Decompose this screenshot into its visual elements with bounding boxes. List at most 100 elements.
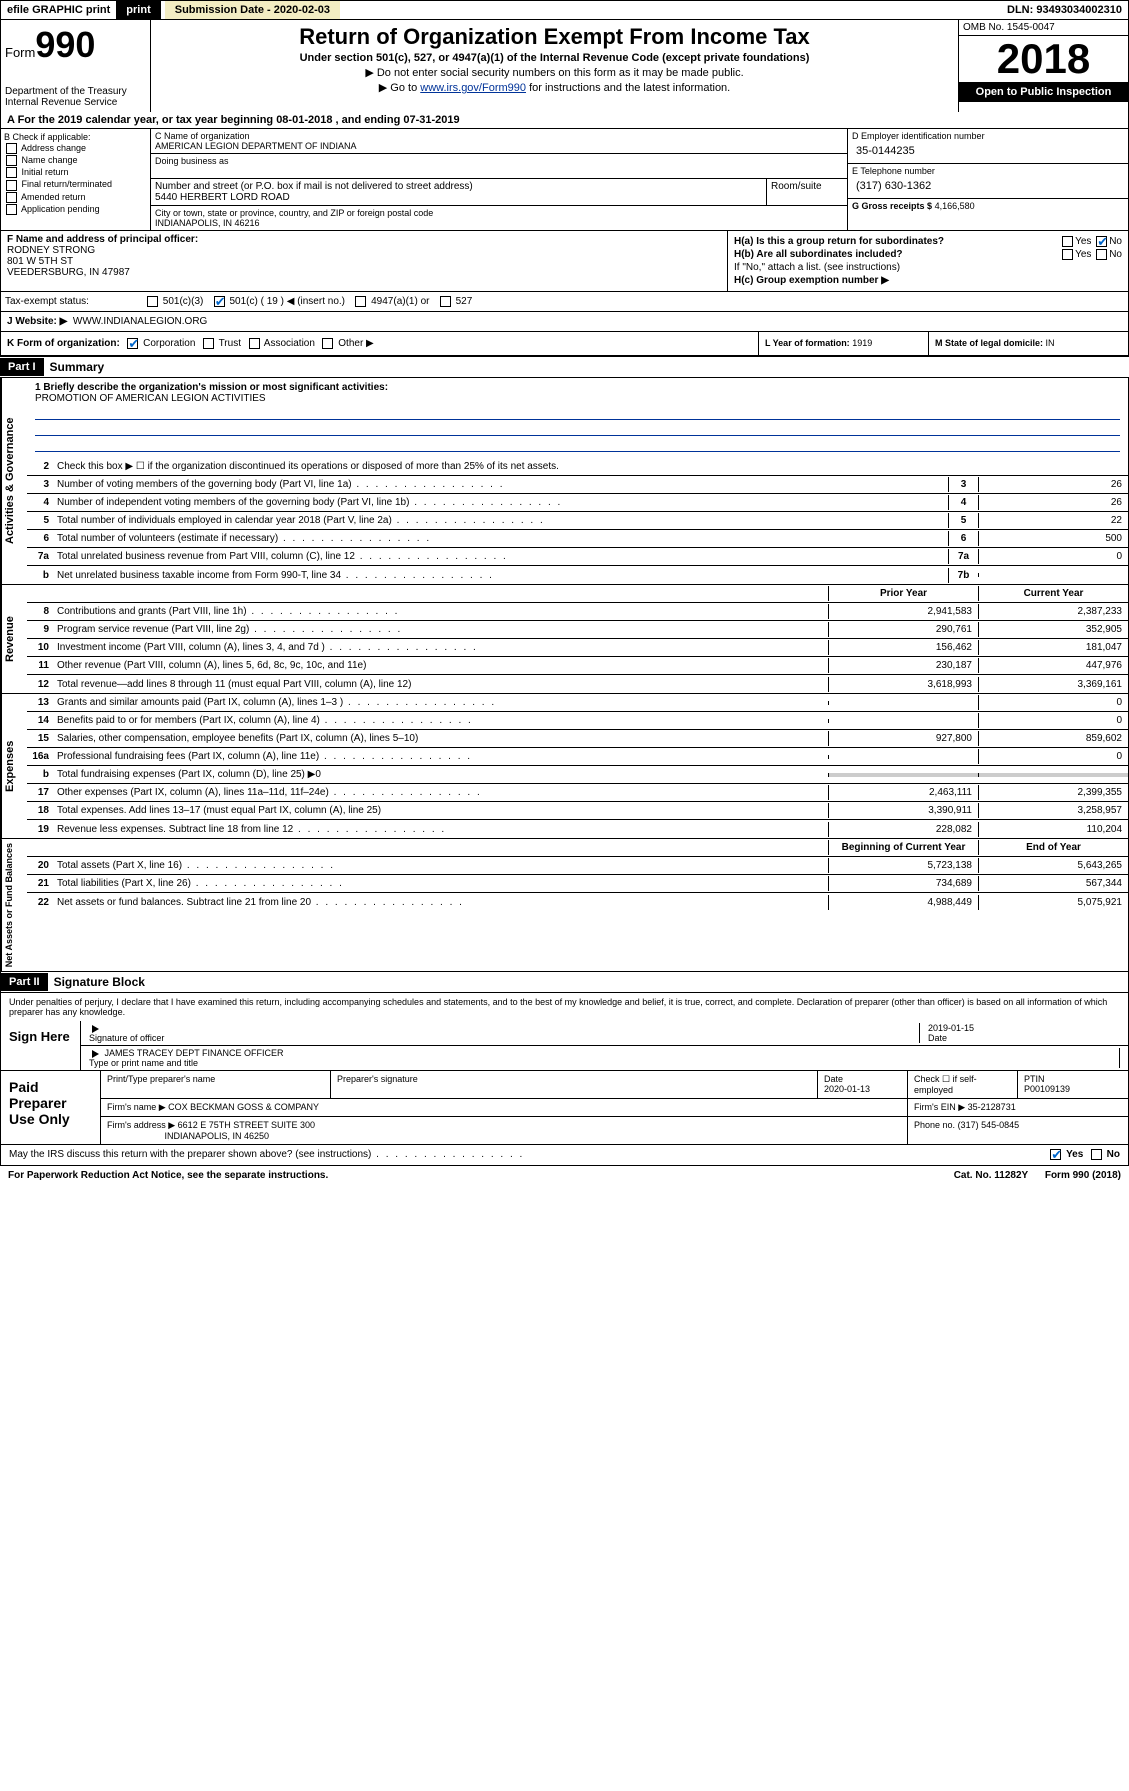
officer-addr1: 801 W 5TH ST xyxy=(7,256,721,267)
sign-here-label: Sign Here xyxy=(1,1021,81,1070)
part1-badge: Part I xyxy=(0,358,44,376)
cat-no: Cat. No. 11282Y xyxy=(954,1170,1028,1181)
chk-name[interactable]: Name change xyxy=(4,155,147,166)
efile-label: efile GRAPHIC print xyxy=(1,2,116,18)
officer-name: RODNEY STRONG xyxy=(7,245,721,256)
website-label: J Website: ▶ xyxy=(7,316,67,327)
officer-label: F Name and address of principal officer: xyxy=(7,234,198,245)
line-20: Total assets (Part X, line 16) xyxy=(53,858,828,873)
line-2: Check this box ▶ ☐ if the organization d… xyxy=(53,459,1128,474)
form-word: Form xyxy=(5,45,35,60)
val-7a: 0 xyxy=(978,549,1128,564)
line-14: Benefits paid to or for members (Part IX… xyxy=(53,713,828,728)
pra-notice: For Paperwork Reduction Act Notice, see … xyxy=(8,1170,328,1181)
val-6: 500 xyxy=(978,531,1128,546)
hdr-boy: Beginning of Current Year xyxy=(828,840,978,855)
mission-text: PROMOTION OF AMERICAN LEGION ACTIVITIES xyxy=(35,393,1120,404)
paid-label: Paid Preparer Use Only xyxy=(1,1071,101,1144)
gross-label: G Gross receipts $ xyxy=(852,201,932,211)
subtitle-3: ▶ Go to www.irs.gov/Form990 for instruct… xyxy=(155,81,954,94)
line-18: Total expenses. Add lines 13–17 (must eq… xyxy=(53,803,828,818)
subtitle-1: Under section 501(c), 527, or 4947(a)(1)… xyxy=(155,52,954,64)
chk-pending[interactable]: Application pending xyxy=(4,204,147,215)
part2-title: Signature Block xyxy=(48,972,151,992)
discuss-row: May the IRS discuss this return with the… xyxy=(0,1145,1129,1165)
line-16a: Professional fundraising fees (Part IX, … xyxy=(53,749,828,764)
line-6: Total number of volunteers (estimate if … xyxy=(53,531,948,546)
line-13: Grants and similar amounts paid (Part IX… xyxy=(53,695,828,710)
line-15: Salaries, other compensation, employee b… xyxy=(53,731,828,746)
org-name: AMERICAN LEGION DEPARTMENT OF INDIANA xyxy=(155,141,843,151)
revenue-section: Revenue Prior YearCurrent Year 8Contribu… xyxy=(0,585,1129,694)
arrow-icon xyxy=(92,1025,99,1033)
website-value: WWW.INDIANALEGION.ORG xyxy=(73,316,207,327)
line-12: Total revenue—add lines 8 through 11 (mu… xyxy=(53,677,828,692)
part2-badge: Part II xyxy=(1,973,48,991)
form-header: Form990 Department of the Treasury Inter… xyxy=(0,20,1129,112)
form-number: 990 xyxy=(35,24,95,65)
year-formation: L Year of formation: 1919 xyxy=(758,332,928,355)
open-public: Open to Public Inspection xyxy=(959,82,1128,102)
sig-date: 2019-01-15 xyxy=(928,1023,974,1033)
form-number-cell: Form990 Department of the Treasury Inter… xyxy=(1,20,151,112)
firm-name: COX BECKMAN GOSS & COMPANY xyxy=(168,1102,319,1112)
chk-initial[interactable]: Initial return xyxy=(4,167,147,178)
room-suite: Room/suite xyxy=(767,179,847,205)
sig-officer-label: Signature of officer xyxy=(89,1033,164,1043)
part2-header: Part II Signature Block xyxy=(0,972,1129,993)
street-address: 5440 HERBERT LORD ROAD xyxy=(155,192,762,203)
h-a: H(a) Is this a group return for subordin… xyxy=(734,236,944,247)
box-b-title: B Check if applicable: xyxy=(4,132,147,142)
chk-address[interactable]: Address change xyxy=(4,143,147,154)
val-7b xyxy=(978,573,1128,577)
org-name-label: C Name of organization xyxy=(155,131,843,141)
chk-amended[interactable]: Amended return xyxy=(4,192,147,203)
city-value: INDIANAPOLIS, IN 46216 xyxy=(155,218,843,228)
val-3: 26 xyxy=(978,477,1128,492)
hdr-current: Current Year xyxy=(978,586,1128,601)
box-b: B Check if applicable: Address change Na… xyxy=(1,129,151,230)
box-f: F Name and address of principal officer:… xyxy=(1,231,728,291)
officer-print-name: JAMES TRACEY DEPT FINANCE OFFICER xyxy=(105,1048,284,1058)
h-c: H(c) Group exemption number ▶ xyxy=(734,275,889,286)
sig-declaration: Under penalties of perjury, I declare th… xyxy=(1,993,1128,1021)
city-label: City or town, state or province, country… xyxy=(155,208,843,218)
line-7b: Net unrelated business taxable income fr… xyxy=(53,568,948,583)
prep-date: 2020-01-13 xyxy=(824,1084,870,1094)
prep-name-hdr: Print/Type preparer's name xyxy=(101,1071,331,1098)
line-19: Revenue less expenses. Subtract line 18 … xyxy=(53,822,828,837)
side-gov: Activities & Governance xyxy=(1,378,27,584)
prep-self-emp: Check ☐ if self-employed xyxy=(908,1071,1018,1098)
section-fgh: F Name and address of principal officer:… xyxy=(0,231,1129,292)
dln: DLN: 93493034002310 xyxy=(1001,2,1128,18)
print-button[interactable]: print xyxy=(116,1,160,19)
box-de: D Employer identification number 35-0144… xyxy=(848,129,1128,230)
part1-title: Summary xyxy=(44,357,111,377)
form-title: Return of Organization Exempt From Incom… xyxy=(155,24,954,50)
k-row: K Form of organization: Corporation Trus… xyxy=(0,332,1129,357)
expenses-section: Expenses 13Grants and similar amounts pa… xyxy=(0,694,1129,839)
h-b: H(b) Are all subordinates included? xyxy=(734,249,903,260)
mission-area: 1 Briefly describe the organization's mi… xyxy=(27,378,1128,458)
state-domicile: M State of legal domicile: IN xyxy=(928,332,1128,355)
box-h: H(a) Is this a group return for subordin… xyxy=(728,231,1128,291)
h-b2: If "No," attach a list. (see instruction… xyxy=(734,262,1122,273)
tax-exempt-label: Tax-exempt status: xyxy=(1,292,141,311)
phone-label: E Telephone number xyxy=(852,166,1124,176)
firm-addr1: 6612 E 75TH STREET SUITE 300 xyxy=(178,1120,315,1130)
section-bcd: B Check if applicable: Address change Na… xyxy=(0,129,1129,231)
side-exp: Expenses xyxy=(1,694,27,838)
addr-label: Number and street (or P.O. box if mail i… xyxy=(155,181,762,192)
line-9: Program service revenue (Part VIII, line… xyxy=(53,622,828,637)
side-net: Net Assets or Fund Balances xyxy=(1,839,27,971)
line-22: Net assets or fund balances. Subtract li… xyxy=(53,895,828,910)
irs-link[interactable]: www.irs.gov/Form990 xyxy=(420,82,526,94)
firm-addr2: INDIANAPOLIS, IN 46250 xyxy=(165,1131,270,1141)
chk-final[interactable]: Final return/terminated xyxy=(4,179,147,190)
line-17: Other expenses (Part IX, column (A), lin… xyxy=(53,785,828,800)
firm-phone: (317) 545-0845 xyxy=(958,1120,1020,1130)
officer-addr2: VEEDERSBURG, IN 47987 xyxy=(7,267,721,278)
activities-governance: Activities & Governance 1 Briefly descri… xyxy=(0,378,1129,585)
box-c: C Name of organization AMERICAN LEGION D… xyxy=(151,129,848,230)
line-10: Investment income (Part VIII, column (A)… xyxy=(53,640,828,655)
